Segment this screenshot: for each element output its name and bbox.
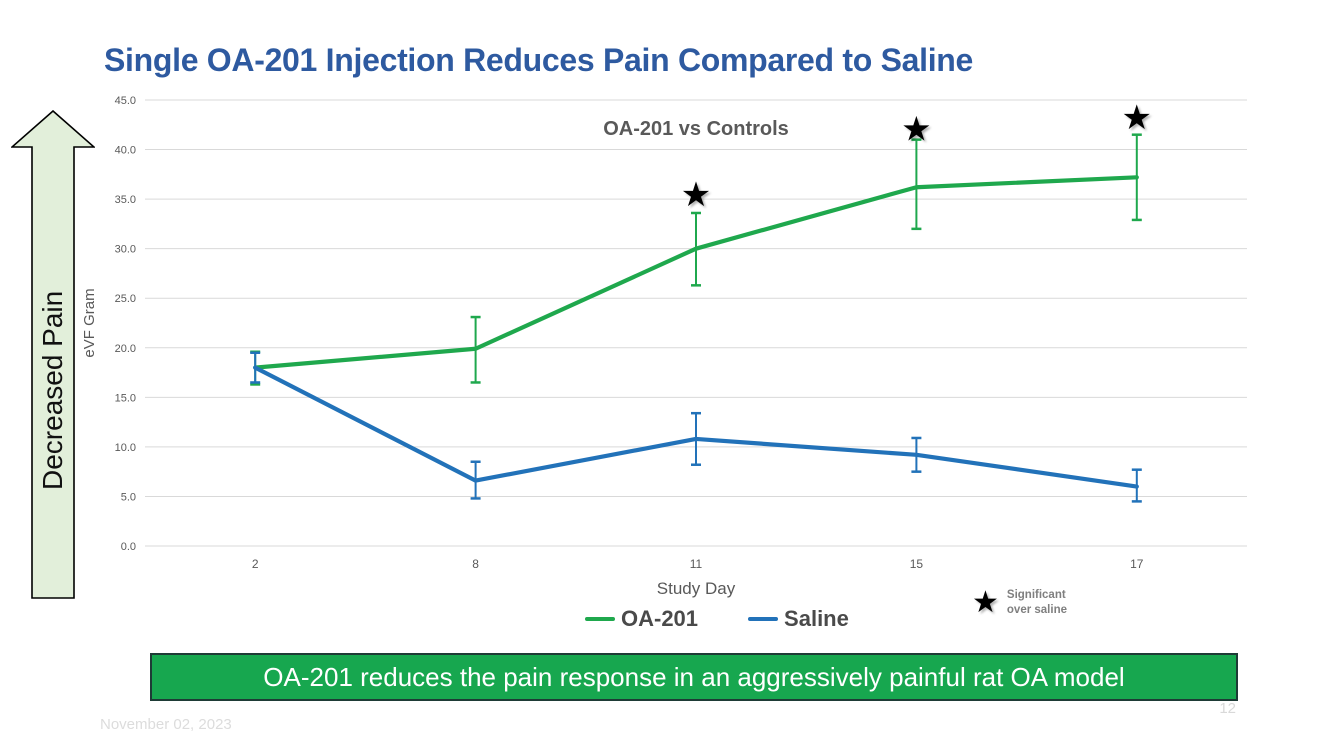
saline-line-swatch [748, 617, 779, 621]
svg-text:25.0: 25.0 [115, 293, 136, 305]
svg-text:★: ★ [681, 175, 711, 215]
up-arrow-icon [9, 109, 97, 599]
arrow-label: Decreased Pain [37, 290, 68, 490]
svg-text:35.0: 35.0 [115, 194, 136, 206]
star-icon: ★ [972, 586, 999, 619]
slide-date: November 02, 2023 [100, 716, 232, 733]
svg-text:★: ★ [1122, 98, 1152, 138]
svg-text:8: 8 [472, 557, 479, 571]
svg-text:30.0: 30.0 [115, 244, 136, 256]
svg-text:5.0: 5.0 [121, 491, 136, 503]
svg-text:★: ★ [901, 110, 931, 150]
significance-legend: ★ Significant over saline [972, 588, 1067, 618]
svg-text:eVF Gram: eVF Gram [81, 288, 98, 357]
svg-text:OA-201 vs Controls: OA-201 vs Controls [603, 118, 789, 140]
legend-label-oa201: OA-201 [621, 606, 699, 631]
page-title: Single OA-201 Injection Reduces Pain Com… [104, 42, 974, 78]
significance-legend-text: Significant over saline [1006, 589, 1067, 616]
svg-text:45.0: 45.0 [115, 95, 136, 107]
svg-text:40.0: 40.0 [115, 145, 136, 157]
svg-text:10.0: 10.0 [115, 442, 136, 454]
svg-text:Study Day: Study Day [657, 579, 736, 598]
svg-text:11: 11 [690, 557, 703, 571]
svg-text:2: 2 [252, 557, 259, 571]
svg-text:0.0: 0.0 [121, 541, 136, 553]
legend-item-oa201: OA-201 [585, 606, 698, 632]
chart-legend: OA-201 Saline [585, 606, 849, 632]
svg-text:20.0: 20.0 [115, 343, 136, 355]
oa201-line-swatch [585, 617, 615, 621]
svg-text:15: 15 [910, 557, 924, 571]
legend-label-saline: Saline [784, 606, 849, 631]
conclusion-banner: OA-201 reduces the pain response in an a… [150, 653, 1238, 701]
legend-item-saline: Saline [748, 606, 849, 632]
svg-text:15.0: 15.0 [115, 392, 136, 404]
slide-page-number: 12 [1219, 700, 1236, 717]
decreased-pain-arrow [9, 109, 97, 600]
svg-text:17: 17 [1130, 557, 1144, 571]
conclusion-banner-text: OA-201 reduces the pain response in an a… [263, 661, 1125, 692]
pain-line-chart: 0.0 5.0 10.0 15.0 20.0 25.0 30.0 35.0 40.0 45.0 2 8… [81, 95, 1247, 598]
